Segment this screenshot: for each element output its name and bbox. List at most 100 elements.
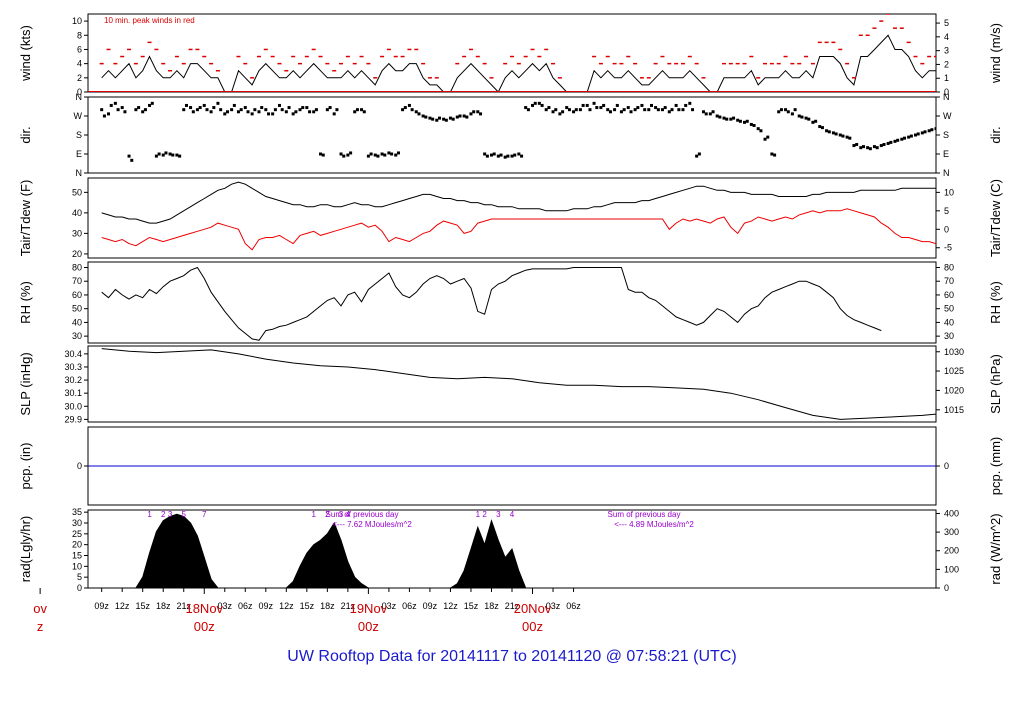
y-tick-label: 0 [77, 583, 82, 593]
y-tick-label-right: 30 [944, 331, 954, 341]
y-tick-label-right: 1025 [944, 366, 964, 376]
dir-point [116, 108, 120, 112]
x-tick-label: 15z [464, 601, 479, 611]
x-day-sublabel: 00z [522, 619, 543, 634]
dir-point [431, 117, 435, 121]
series-line-0 [101, 181, 936, 224]
y-tick-label: 30 [72, 228, 82, 238]
y-tick-label-right: N [943, 168, 950, 178]
y-axis-label-right: rad (W/m^2) [988, 513, 1003, 584]
dir-point [533, 101, 537, 105]
dir-point [752, 124, 756, 127]
day-sum-value: <--- 7.62 MJoules/m^2 [332, 520, 412, 529]
y-tick-label: 30 [72, 331, 82, 341]
dir-point [253, 108, 257, 112]
dir-point [711, 110, 715, 114]
dir-point [410, 108, 414, 112]
dir-point [421, 114, 425, 118]
hour-mark: 1 [476, 510, 481, 519]
panel-temp: Tair/Tdew (F) Tair/Tdew (C) 20 30 40 50 -5 0 5 10 [18, 177, 1003, 259]
dir-point [314, 108, 318, 112]
dir-point [613, 108, 617, 112]
dir-point [551, 110, 555, 114]
dir-point [790, 112, 794, 116]
dir-point [834, 132, 838, 136]
dir-point [592, 101, 596, 105]
y-tick-label-right: 80 [944, 262, 954, 272]
dir-point [578, 108, 582, 112]
dir-point [701, 110, 705, 114]
hour-mark: 7 [202, 510, 207, 519]
dir-point [820, 126, 824, 130]
y-tick-label-right: 5 [944, 206, 949, 216]
x-tick-label: 06z [238, 601, 253, 611]
dir-point [455, 115, 459, 119]
dir-point [489, 153, 493, 157]
x-tick-label: 18z [320, 601, 335, 611]
dir-point [602, 103, 606, 107]
x-tick-label: 18z [156, 601, 171, 611]
dir-point [458, 114, 462, 118]
dir-point [383, 153, 387, 157]
dir-point [496, 154, 500, 158]
dir-point [143, 108, 147, 112]
dir-point [608, 110, 612, 114]
dir-point [184, 103, 188, 107]
dir-point [777, 110, 781, 114]
dir-point [157, 152, 161, 156]
dir-point [907, 135, 911, 139]
dir-point [544, 108, 548, 112]
dir-point [376, 154, 380, 158]
dir-point [141, 110, 145, 114]
radiation-area-0 [135, 513, 219, 588]
dir-point [444, 118, 448, 122]
y-tick-label: 4 [77, 59, 82, 69]
dir-point [845, 135, 849, 139]
dir-point [913, 133, 917, 137]
y-tick-label: 25 [72, 529, 82, 539]
dir-point [260, 106, 264, 110]
dir-point [277, 103, 281, 107]
y-axis-label-left: RH (%) [18, 281, 33, 324]
dir-point [684, 103, 688, 107]
dir-point [353, 110, 357, 114]
dir-point [691, 108, 695, 112]
y-tick-label-right: 1020 [944, 385, 964, 395]
y-tick-label: 40 [72, 317, 82, 327]
x-day-sublabel: 00z [358, 619, 379, 634]
dir-point [239, 108, 243, 112]
dir-point [127, 154, 131, 158]
dir-point [708, 112, 712, 116]
radiation-area-2 [449, 519, 527, 588]
x-tick-label: 12z [443, 601, 458, 611]
x-tick-label: 15z [135, 601, 150, 611]
dir-point [191, 110, 195, 114]
dir-point [520, 154, 524, 158]
dir-point [797, 114, 801, 118]
dir-point [424, 115, 428, 119]
panel-frame [87, 345, 937, 423]
dir-point [779, 108, 783, 112]
dir-point [212, 106, 216, 110]
dir-point [171, 153, 175, 157]
dir-point [677, 108, 681, 112]
dir-point [150, 101, 154, 105]
dir-point [513, 153, 517, 157]
x-tick-label: 09z [423, 601, 438, 611]
dir-point [704, 112, 708, 116]
dir-point [729, 117, 733, 121]
dir-point [264, 108, 268, 112]
dir-point [660, 108, 664, 112]
y-tick-label-right: 10 [944, 187, 954, 197]
plot-area [100, 101, 936, 162]
x-day-sublabel: z [37, 619, 44, 634]
dir-point [784, 108, 788, 112]
dir-point [284, 110, 288, 114]
dir-point [321, 153, 325, 157]
dir-point [230, 108, 234, 112]
dir-point [581, 103, 585, 107]
x-tick-label: 21z [341, 601, 356, 611]
dir-point [294, 110, 298, 114]
dir-point [670, 108, 674, 112]
x-tick-label: 15z [300, 601, 315, 611]
